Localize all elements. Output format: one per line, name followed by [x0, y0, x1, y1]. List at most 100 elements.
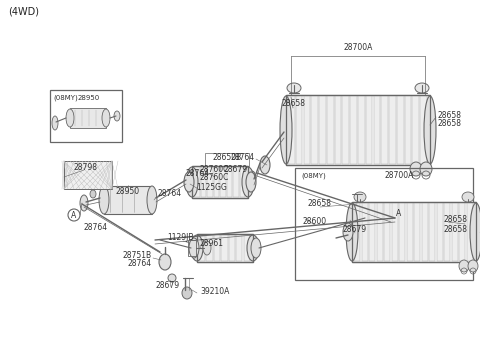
Bar: [459, 203, 466, 261]
Ellipse shape: [186, 167, 198, 197]
Bar: [214, 235, 220, 261]
Bar: [201, 167, 206, 197]
Bar: [376, 203, 383, 261]
Bar: [205, 153, 249, 166]
Bar: [288, 96, 295, 164]
Bar: [327, 96, 334, 164]
Bar: [221, 235, 228, 261]
Ellipse shape: [246, 172, 256, 192]
Text: (4WD): (4WD): [8, 7, 39, 17]
Text: A: A: [396, 209, 402, 217]
Bar: [197, 234, 253, 262]
Bar: [397, 96, 404, 164]
Ellipse shape: [354, 192, 366, 202]
Ellipse shape: [159, 254, 171, 270]
Ellipse shape: [346, 203, 358, 261]
Bar: [188, 240, 196, 256]
Text: (08MY): (08MY): [53, 95, 78, 101]
Text: 28950: 28950: [116, 188, 140, 196]
Ellipse shape: [114, 111, 120, 121]
Text: 28679: 28679: [343, 225, 367, 235]
Ellipse shape: [410, 162, 422, 176]
Text: 28658: 28658: [443, 216, 467, 224]
Bar: [236, 235, 242, 261]
Ellipse shape: [102, 109, 110, 127]
Ellipse shape: [191, 235, 203, 261]
Bar: [389, 96, 396, 164]
Bar: [354, 203, 360, 261]
Bar: [227, 167, 232, 197]
Bar: [303, 96, 310, 164]
Ellipse shape: [147, 186, 157, 214]
Bar: [429, 203, 435, 261]
Text: (08MY): (08MY): [301, 173, 326, 179]
Bar: [384, 203, 390, 261]
Ellipse shape: [242, 167, 254, 197]
Text: 28764: 28764: [84, 223, 108, 233]
Text: 28658: 28658: [282, 98, 306, 107]
Text: 28751B: 28751B: [123, 251, 152, 261]
Text: 28760C: 28760C: [200, 166, 229, 174]
Ellipse shape: [468, 260, 478, 272]
Text: 28658: 28658: [443, 225, 467, 235]
Ellipse shape: [247, 235, 259, 261]
Bar: [392, 203, 398, 261]
Text: 28764: 28764: [231, 152, 255, 162]
Ellipse shape: [249, 171, 255, 179]
Text: 28600: 28600: [303, 217, 327, 226]
Bar: [407, 203, 413, 261]
Bar: [366, 96, 372, 164]
Text: 28961: 28961: [200, 240, 224, 248]
Bar: [358, 96, 365, 164]
Bar: [373, 96, 380, 164]
Bar: [399, 203, 406, 261]
Text: 28764: 28764: [158, 190, 182, 198]
Bar: [214, 167, 219, 197]
Text: 28700A: 28700A: [384, 171, 414, 180]
Ellipse shape: [90, 190, 96, 198]
Bar: [412, 96, 419, 164]
Bar: [352, 202, 476, 262]
Ellipse shape: [420, 162, 432, 176]
Ellipse shape: [182, 287, 192, 299]
Text: 28764: 28764: [128, 260, 152, 268]
Bar: [295, 168, 473, 280]
Text: 28679: 28679: [156, 281, 180, 290]
Ellipse shape: [343, 223, 353, 241]
Bar: [452, 203, 458, 261]
Text: 28798: 28798: [74, 164, 98, 172]
Text: 28658: 28658: [307, 199, 331, 209]
Circle shape: [68, 209, 80, 221]
Bar: [350, 96, 357, 164]
Bar: [381, 96, 388, 164]
Bar: [319, 96, 326, 164]
Bar: [342, 96, 349, 164]
Text: 1125GG: 1125GG: [196, 184, 227, 193]
Ellipse shape: [415, 83, 429, 93]
Bar: [207, 167, 213, 197]
Ellipse shape: [168, 274, 176, 282]
Bar: [296, 96, 302, 164]
Bar: [421, 203, 428, 261]
Text: 28658: 28658: [438, 111, 462, 120]
Bar: [444, 203, 450, 261]
Text: 28658: 28658: [438, 120, 462, 128]
Circle shape: [393, 207, 405, 219]
Ellipse shape: [459, 260, 469, 272]
Bar: [405, 96, 411, 164]
Ellipse shape: [280, 96, 292, 164]
Bar: [286, 95, 430, 165]
Bar: [194, 167, 200, 197]
Ellipse shape: [251, 238, 261, 258]
Text: 28764: 28764: [186, 169, 210, 177]
Text: A: A: [72, 211, 77, 219]
Ellipse shape: [203, 241, 211, 255]
Bar: [312, 96, 318, 164]
Text: 39210A: 39210A: [200, 288, 229, 296]
Ellipse shape: [287, 83, 301, 93]
Bar: [197, 234, 253, 262]
Bar: [228, 235, 235, 261]
Bar: [233, 167, 239, 197]
Text: 28950: 28950: [78, 95, 100, 101]
Bar: [192, 166, 248, 198]
